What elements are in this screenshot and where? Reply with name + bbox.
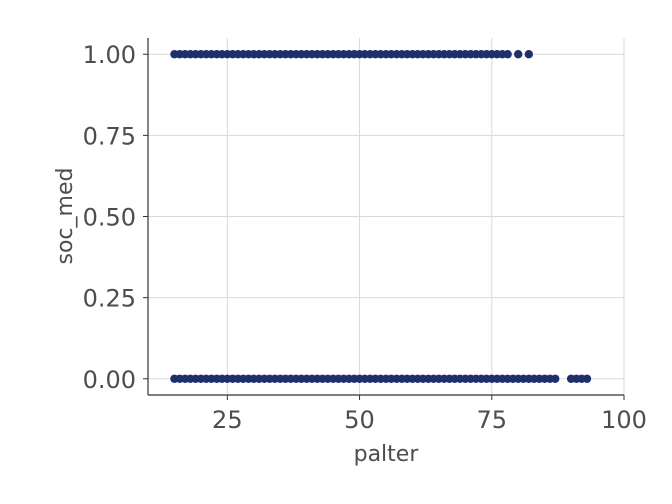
data-point [582,374,592,383]
x-tick-label: 100 [601,406,647,434]
x-tick-label: 50 [344,406,375,434]
x-axis-title: palter [354,442,420,467]
data-point [551,374,560,383]
y-tick-label: 0.25 [83,285,136,313]
x-tick-label: 75 [477,406,508,434]
y-tick-labels: 0.00 0.25 0.50 0.75 1.00 [83,41,148,394]
y-tick-label: 0.50 [83,204,136,232]
grid-lines [148,38,625,395]
data-point [524,50,533,59]
y-tick-label: 0.00 [83,366,136,394]
y-axis-title: soc_med [53,168,78,265]
y-tick-label: 1.00 [83,41,136,69]
data-point [514,50,523,59]
x-tick-labels: 25 50 75 100 [212,395,647,434]
y-tick-label: 0.75 [83,122,136,150]
data-point [503,50,512,59]
data-points [170,50,592,383]
x-tick-label: 25 [212,406,243,434]
